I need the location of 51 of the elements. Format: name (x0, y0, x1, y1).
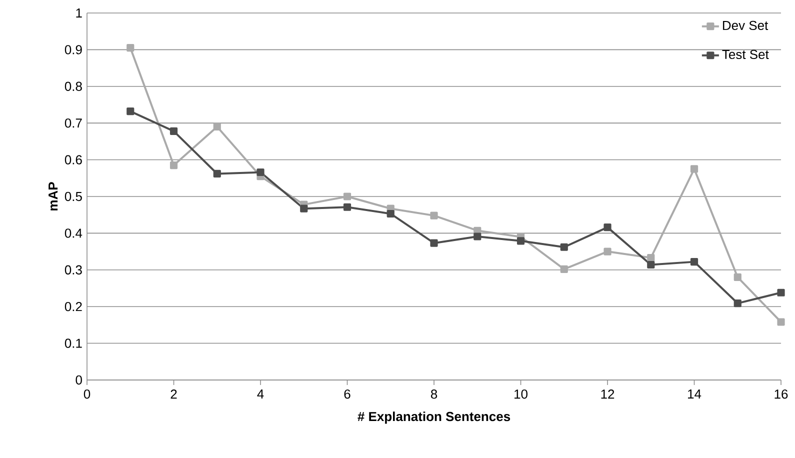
y-tick-label: 0.6 (64, 155, 82, 164)
point (170, 161, 178, 170)
point (690, 258, 698, 266)
point (604, 224, 612, 232)
point (343, 203, 352, 211)
y-tick-label: 0.8 (64, 82, 82, 91)
point (777, 318, 785, 326)
y-tick-label: 0.4 (64, 228, 82, 238)
y-tick-label: 0.9 (64, 45, 82, 54)
point (213, 122, 221, 131)
legend-label: Test Set (722, 50, 769, 60)
y-tick-label: 0.1 (64, 338, 82, 348)
point (343, 192, 352, 200)
y-axis-title: mAP (48, 182, 58, 210)
y-tick-label: 0.7 (64, 118, 82, 128)
x-tick-label: 10 (514, 390, 528, 399)
point (386, 210, 394, 218)
x-tick-label: 12 (601, 390, 614, 399)
point (516, 237, 525, 245)
x-tick-label: 2 (170, 390, 177, 399)
point (647, 260, 655, 269)
x-tick-label: 0 (84, 390, 90, 399)
point (430, 212, 438, 220)
point (604, 248, 612, 256)
point (126, 44, 134, 52)
legend-label: Dev Set (722, 20, 768, 30)
x-tick-label: 6 (344, 390, 350, 399)
point (213, 170, 221, 178)
y-tick-label: 0.3 (64, 265, 82, 274)
point (690, 165, 698, 173)
y-tick-label: 0.5 (64, 192, 82, 202)
point (734, 299, 742, 308)
y-tick-label: 0.2 (64, 302, 82, 312)
x-tick-label: 16 (774, 390, 788, 399)
point (560, 243, 568, 251)
y-tick-label: 1 (76, 8, 82, 18)
point (474, 232, 482, 240)
x-tick-label: 8 (430, 390, 438, 399)
point (256, 168, 264, 176)
point (734, 273, 742, 282)
y-tick-label: 0 (76, 375, 82, 385)
point (170, 127, 178, 135)
point (300, 204, 308, 212)
point (777, 288, 785, 296)
point (430, 239, 438, 247)
x-tick-label: 4 (257, 390, 264, 398)
x-tick-label: 14 (688, 390, 702, 398)
point (126, 108, 134, 116)
point (560, 265, 568, 273)
x-axis-title: # Explanation Sentences (358, 412, 510, 424)
point (647, 254, 655, 262)
